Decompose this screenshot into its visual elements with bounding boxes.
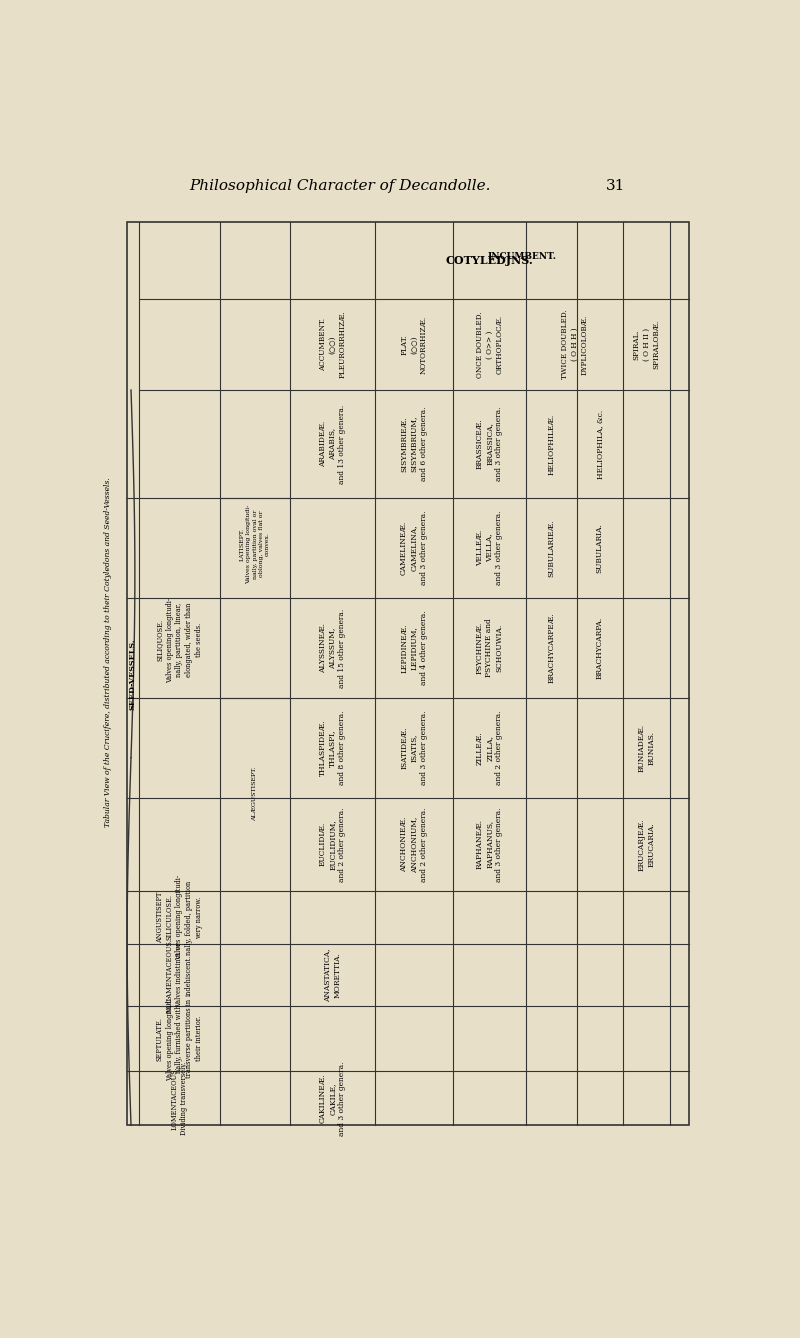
Text: BUNIADEÆ.
BUNIAS.: BUNIADEÆ. BUNIAS. [638,724,655,772]
Text: SPIRAL.
( O H II )
SPIRALOBÆ.: SPIRAL. ( O H II ) SPIRALOBÆ. [633,320,660,369]
Text: THLASPIDEÆ.
THLASPI,
and 8 other genera.: THLASPIDEÆ. THLASPI, and 8 other genera. [318,710,346,785]
Text: BRASSICEÆ.
BRASSICA,
and 3 other genera.: BRASSICEÆ. BRASSICA, and 3 other genera. [476,407,503,482]
Text: RAPHANEÆ.
RAPHANUS,
and 3 other genera.: RAPHANEÆ. RAPHANUS, and 3 other genera. [476,807,503,882]
Text: ONCE DOUBLED.
( O>> )
ORTHOPLOCÆ.: ONCE DOUBLED. ( O>> ) ORTHOPLOCÆ. [476,312,503,377]
Text: ZILLEÆ.
ZILLA,
and 2 other genera.: ZILLEÆ. ZILLA, and 2 other genera. [476,710,503,785]
Text: NUCAMENTACEOUS.
Valves indistinct or
indehiscent.: NUCAMENTACEOUS. Valves indistinct or ind… [166,938,194,1013]
Text: ISATIDEÆ.
ISATIS,
and 3 other genera.: ISATIDEÆ. ISATIS, and 3 other genera. [400,710,428,785]
Bar [127,222,689,1125]
Text: HELIOPHILA, &c.: HELIOPHILA, &c. [596,409,604,479]
Text: TWICE DOUBLED.
( O H H )
DYPLICOLOBÆ.: TWICE DOUBLED. ( O H H ) DYPLICOLOBÆ. [561,310,589,380]
Text: ERUCARJEÆ.
ERUCARIA.: ERUCARJEÆ. ERUCARIA. [638,818,655,871]
Text: Tabular View of the Crucifere, distributed according to their Cotyledons and See: Tabular View of the Crucifere, distribut… [104,476,112,827]
Text: ARABIDEÆ.
ARABIS,
and 13 other genera.: ARABIDEÆ. ARABIS, and 13 other genera. [318,404,346,483]
Text: BRACHYCARPA.: BRACHYCARPA. [596,617,604,680]
Text: ALYSSINEÆ.
ALYSSUM,
and 15 other genera.: ALYSSINEÆ. ALYSSUM, and 15 other genera. [318,609,346,688]
Text: CAMELINEÆ.
CAMELINA,
and 3 other genera.: CAMELINEÆ. CAMELINA, and 3 other genera. [400,511,428,585]
Text: LATISEPT.
Valves opening longitudi-
nally, partition oval or
oblong, valves flat: LATISEPT. Valves opening longitudi- nall… [240,504,270,583]
Text: 31: 31 [606,179,625,193]
Text: BRACHYCARPEÆ.: BRACHYCARPEÆ. [547,613,555,684]
Text: ALÆGUSTISEPT.: ALÆGUSTISEPT. [253,767,258,822]
Text: FLAT.
(○○)
NOTORRHIZÆ.: FLAT. (○○) NOTORRHIZÆ. [400,316,428,373]
Text: HELIOPHILEÆ.: HELIOPHILEÆ. [547,413,555,475]
Text: SUBULARIA.: SUBULARIA. [596,523,604,573]
Text: SISYMBRIEÆ.
SISYMBRIUM,
and 6 other genera.: SISYMBRIEÆ. SISYMBRIUM, and 6 other gene… [400,407,428,482]
Text: CAKILINEÆ.
CAKILE,
and 3 other genera.: CAKILINEÆ. CAKILE, and 3 other genera. [318,1061,346,1136]
Text: SILIQUOSE.
Valves opening longitudi-
nally, partition, linear,
elongated, wider : SILIQUOSE. Valves opening longitudi- nal… [156,598,203,682]
Text: Philosophical Character of Decandolle.: Philosophical Character of Decandolle. [190,179,491,193]
Text: ANGUSTISEPT
SILICULOSE.
Valves opening longitudi-
nally, folded, partition
very : ANGUSTISEPT SILICULOSE. Valves opening l… [156,875,203,961]
Text: SUBULARIEÆ.: SUBULARIEÆ. [547,519,555,577]
Text: ACCUMBENT.
(○○)
PLEURORRHIZÆ.: ACCUMBENT. (○○) PLEURORRHIZÆ. [318,310,346,379]
Text: INCUMBENT.: INCUMBENT. [488,253,557,261]
Text: SEED-VESSELS.: SEED-VESSELS. [129,638,137,709]
Text: ANCHONIEÆ.
ANCHONIUM,
and 2 other genera.: ANCHONIEÆ. ANCHONIUM, and 2 other genera… [400,807,428,882]
Text: ANASTATICA,
MORETTIA.: ANASTATICA, MORETTIA. [323,949,342,1002]
Text: COTYLEDJNS.: COTYLEDJNS. [446,256,534,266]
Text: EUCLIDIÆ.
EUCLIDIUM,
and 2 other genera.: EUCLIDIÆ. EUCLIDIUM, and 2 other genera. [318,807,346,882]
Text: SEPTULATE.
Valves opening longitudi-
nally, furnished with
transverse partitions: SEPTULATE. Valves opening longitudi- nal… [156,997,203,1081]
Text: PSYCHINEÆ.
PSYCHINE and
SCHOUWIA.: PSYCHINEÆ. PSYCHINE and SCHOUWIA. [476,618,503,677]
Text: VELLEÆ.
VELLA,
and 3 other genera.: VELLEÆ. VELLA, and 3 other genera. [476,511,503,585]
Text: LOMENTACEOUS.
Dividing transversely.: LOMENTACEOUS. Dividing transversely. [170,1062,188,1135]
Text: LEPIDINEÆ.
LEPIDIUM,
and 4 other genera.: LEPIDINEÆ. LEPIDIUM, and 4 other genera. [400,610,428,685]
